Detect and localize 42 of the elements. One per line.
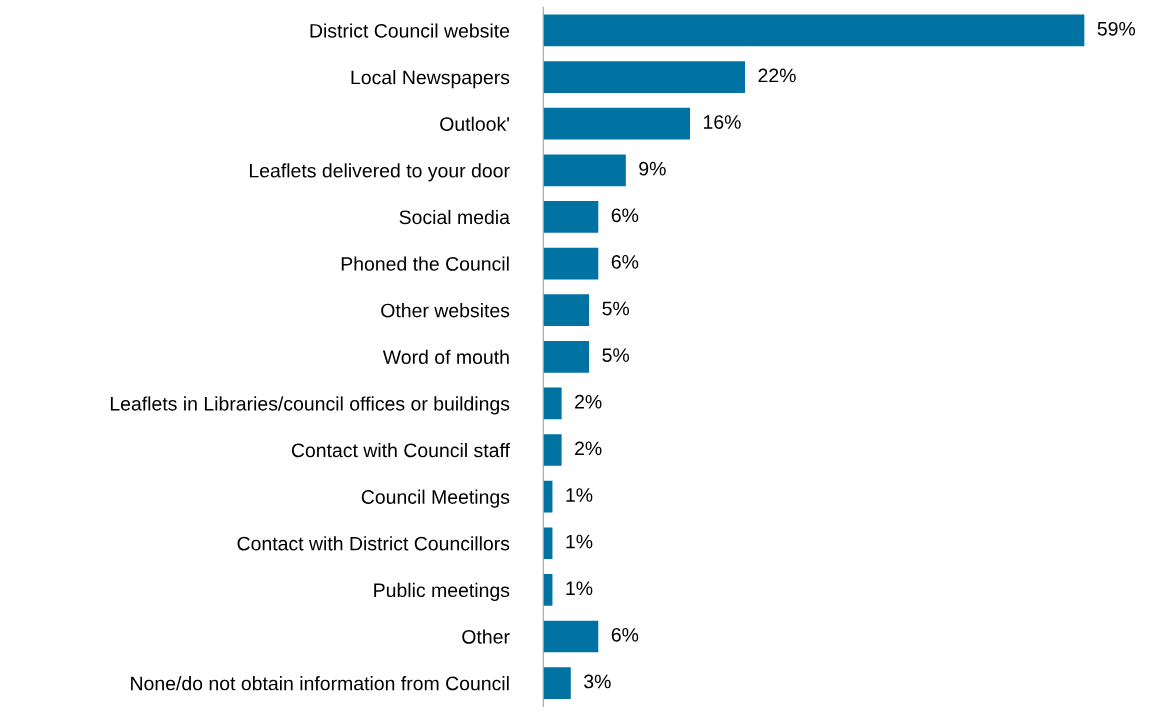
y-tick-label: Public meetings — [374, 582, 510, 601]
data-label: 59% — [1097, 21, 1136, 36]
data-label: 6% — [611, 627, 639, 642]
y-tick-label: Other — [462, 629, 510, 644]
data-label: 6% — [611, 208, 639, 223]
bar — [543, 620, 599, 653]
data-label: 5% — [602, 301, 630, 316]
data-label: 2% — [575, 394, 602, 409]
y-tick-label: Social media — [399, 209, 510, 225]
y-tick-label: Leaflets in Libraries/council offices or buildings — [110, 396, 510, 415]
bar — [543, 434, 562, 466]
data-label: 2% — [575, 441, 602, 456]
data-label: 22% — [758, 68, 796, 83]
y-tick-label: Other websites — [381, 303, 510, 318]
y-tick-label: Local Newspapers — [351, 70, 510, 89]
bar — [543, 387, 562, 420]
y-tick-label: District Council website — [310, 23, 510, 38]
y-tick-label: Contact with District Councillors — [237, 536, 510, 551]
y-tick-label: Council Meetings — [361, 489, 510, 508]
bar — [543, 14, 1085, 47]
y-tick-label: Leaflets delivered to your door — [249, 163, 510, 182]
bar — [543, 667, 571, 699]
y-tick-label: Contact with Council staff — [291, 442, 510, 458]
y-tick-label: Phoned the Council — [341, 256, 509, 271]
bar — [543, 247, 599, 280]
data-label: 3% — [584, 674, 611, 689]
y-tick-label: None/do not obtain information from Council — [131, 676, 509, 691]
data-label: 1% — [566, 581, 593, 596]
data-label: 1% — [566, 534, 593, 549]
y-tick-label: Word of mouth — [382, 349, 509, 365]
y-tick-label: Outlook' — [440, 116, 509, 131]
data-label: 9% — [639, 161, 666, 176]
data-label: 1% — [566, 488, 593, 502]
data-label: 6% — [611, 255, 639, 269]
bar — [543, 201, 599, 233]
bar — [543, 61, 746, 93]
data-label: 16% — [703, 115, 741, 129]
bar — [543, 294, 590, 327]
data-label: 5% — [602, 348, 630, 362]
bar — [543, 107, 690, 140]
bar — [543, 154, 626, 187]
bar — [543, 340, 590, 373]
